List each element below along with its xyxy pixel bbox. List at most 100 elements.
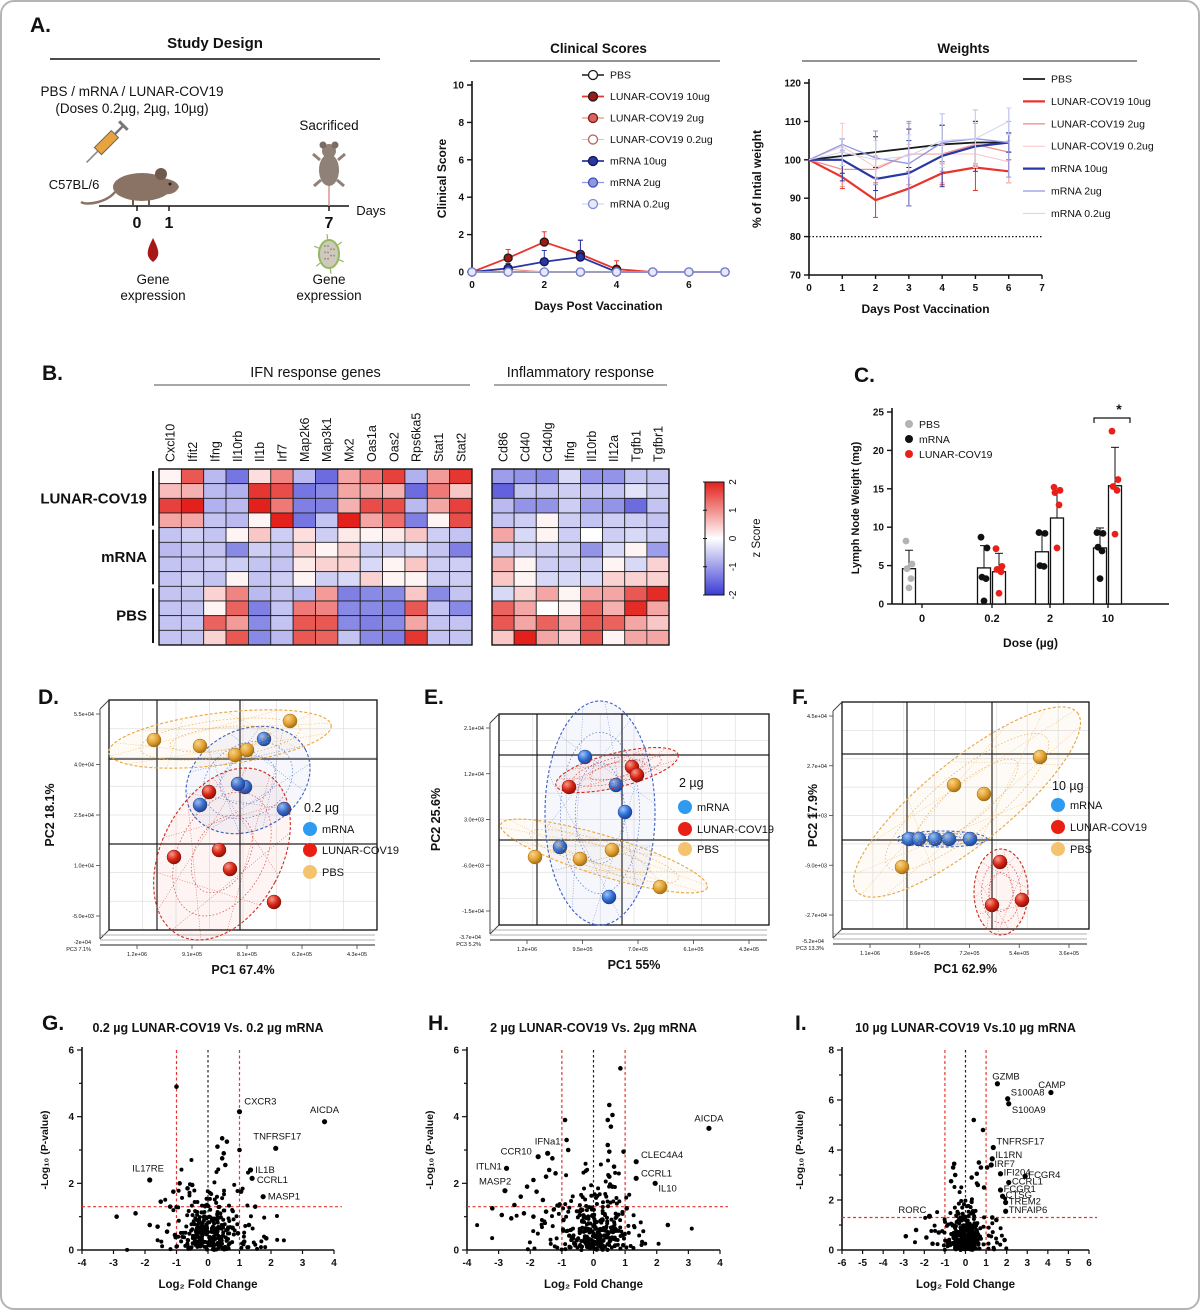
- svg-text:Log₂ Fold Change: Log₂ Fold Change: [158, 1279, 257, 1291]
- svg-text:PBS / mRNA / LUNAR-COV19: PBS / mRNA / LUNAR-COV19: [40, 84, 223, 99]
- svg-text:expression: expression: [296, 288, 361, 303]
- svg-text:IFNa1: IFNa1: [535, 1137, 561, 1148]
- svg-text:LUNAR-COV19: LUNAR-COV19: [919, 449, 993, 461]
- svg-text:2: 2: [828, 1196, 834, 1207]
- svg-text:Tgfbr1: Tgfbr1: [651, 426, 665, 462]
- svg-text:6: 6: [1086, 1258, 1092, 1269]
- svg-text:Mx2: Mx2: [343, 438, 357, 462]
- svg-text:3.0e+03: 3.0e+03: [464, 818, 484, 824]
- svg-text:4: 4: [331, 1258, 337, 1269]
- svg-text:mRNA: mRNA: [1070, 800, 1103, 812]
- svg-text:-4: -4: [879, 1258, 888, 1269]
- study-design-diagram: Study Design PBS / mRNA / LUNAR-COV19 (Dos…: [40, 35, 386, 303]
- svg-text:6: 6: [458, 155, 464, 166]
- svg-text:Dose (µg): Dose (µg): [1003, 636, 1058, 650]
- panel-label-h: H.: [428, 1012, 449, 1035]
- svg-text:LUNAR-COV19 10ug: LUNAR-COV19 10ug: [1051, 96, 1151, 108]
- syringe-icon: [86, 120, 129, 163]
- svg-text:5.4e+05: 5.4e+05: [1009, 951, 1029, 957]
- svg-text:15: 15: [873, 484, 885, 495]
- svg-text:90: 90: [790, 194, 802, 205]
- gene-heatmaps: IFN response genes Cxcl10 Ifit2 Ifng Il10rb I…: [40, 365, 763, 646]
- svg-text:2.5e+04: 2.5e+04: [74, 813, 94, 819]
- svg-text:Map2k6: Map2k6: [298, 417, 312, 462]
- svg-text:PBS: PBS: [919, 419, 940, 431]
- svg-text:-5.2e+04: -5.2e+04: [802, 939, 824, 945]
- clinical-scores-chart: Clinical Scores 0 2 4 6 8 10 0 2 4 6 PBS LUNAR-COV19…: [435, 41, 730, 313]
- svg-text:CCRL1: CCRL1: [1012, 1176, 1043, 1187]
- svg-text:2: 2: [873, 283, 879, 294]
- volcano-plot-0-2ug: 0.2 µg LUNAR-COV19 Vs. 0.2 µg mRNA 0 2 4 6 -4…: [39, 1021, 342, 1291]
- svg-text:PC1 67.4%: PC1 67.4%: [211, 963, 274, 977]
- panel-label-d: D.: [38, 686, 59, 709]
- svg-text:mRNA 0.2ug: mRNA 0.2ug: [1051, 208, 1111, 220]
- svg-text:3: 3: [1024, 1258, 1030, 1269]
- svg-text:2 µg LUNAR-COV19 Vs. 2µg mRNA: 2 µg LUNAR-COV19 Vs. 2µg mRNA: [490, 1021, 697, 1035]
- svg-text:20: 20: [873, 446, 885, 457]
- svg-text:IL17RE: IL17RE: [132, 1163, 164, 1174]
- svg-text:Log₂ Fold Change: Log₂ Fold Change: [916, 1279, 1015, 1291]
- svg-text:0: 0: [806, 283, 812, 294]
- svg-text:Il10rb: Il10rb: [231, 431, 245, 462]
- svg-text:(Doses 0.2µg, 2µg, 10µg): (Doses 0.2µg, 2µg, 10µg): [55, 101, 208, 116]
- svg-text:Clinical Scores: Clinical Scores: [550, 41, 647, 56]
- volcano-plot-10ug: 10 µg LUNAR-COV19 Vs.10 µg mRNA 0 2 4 6 8 -6 -5…: [794, 1021, 1097, 1291]
- svg-text:LUNAR-COV19 10ug: LUNAR-COV19 10ug: [610, 91, 710, 103]
- svg-text:-1: -1: [172, 1258, 181, 1269]
- svg-text:2: 2: [458, 230, 464, 241]
- svg-text:GZMB: GZMB: [992, 1071, 1019, 1082]
- svg-text:3: 3: [300, 1258, 306, 1269]
- svg-text:9.0e+03: 9.0e+03: [807, 814, 827, 820]
- svg-text:80: 80: [790, 232, 802, 243]
- pca-plot-2ug: 2.1e+04 1.2e+04 3.0e+03 -6.0e+03 -1.5e+04 1.2…: [429, 700, 774, 972]
- svg-text:2: 2: [268, 1258, 274, 1269]
- svg-text:7: 7: [1039, 283, 1045, 294]
- svg-text:Ifng: Ifng: [563, 441, 577, 462]
- svg-text:9.1e+05: 9.1e+05: [182, 952, 202, 958]
- svg-text:FCGR1: FCGR1: [1004, 1184, 1036, 1195]
- svg-text:4: 4: [614, 280, 620, 291]
- svg-text:-1: -1: [940, 1258, 949, 1269]
- svg-text:0: 0: [205, 1258, 211, 1269]
- svg-text:MASP1: MASP1: [268, 1192, 300, 1203]
- svg-text:PC2 25.6%: PC2 25.6%: [429, 788, 443, 851]
- svg-text:10 µg LUNAR-COV19 Vs.10 µg mR: 10 µg LUNAR-COV19 Vs.10 µg mRNA: [855, 1021, 1076, 1035]
- svg-text:C57BL/6: C57BL/6: [49, 177, 100, 192]
- panel-label-b: B.: [42, 362, 63, 385]
- svg-text:1.0e+04: 1.0e+04: [74, 864, 94, 870]
- svg-text:PC3 7.1%: PC3 7.1%: [66, 947, 91, 953]
- svg-text:Stat1: Stat1: [432, 433, 446, 462]
- svg-text:CCRL1: CCRL1: [641, 1168, 672, 1179]
- svg-text:LUNAR-COV19: LUNAR-COV19: [1070, 822, 1147, 834]
- svg-text:AICDA: AICDA: [310, 1105, 340, 1116]
- svg-text:2: 2: [542, 280, 548, 291]
- svg-text:-4: -4: [78, 1258, 87, 1269]
- svg-text:8.6e+05: 8.6e+05: [910, 951, 930, 957]
- svg-text:2.1e+04: 2.1e+04: [464, 726, 484, 732]
- svg-text:1: 1: [165, 215, 174, 232]
- svg-text:-2.7e+04: -2.7e+04: [805, 913, 827, 919]
- svg-text:ITLN1: ITLN1: [476, 1162, 502, 1173]
- svg-text:FCGR4: FCGR4: [1028, 1170, 1060, 1181]
- svg-text:2: 2: [728, 479, 739, 485]
- svg-text:4: 4: [828, 1146, 834, 1157]
- svg-text:8: 8: [828, 1046, 834, 1057]
- svg-text:0: 0: [68, 1246, 74, 1257]
- panel-label-e: E.: [424, 686, 444, 709]
- svg-text:0.2: 0.2: [984, 613, 999, 625]
- svg-text:PBS: PBS: [610, 70, 631, 82]
- svg-text:5: 5: [878, 561, 884, 572]
- svg-text:Study Design: Study Design: [167, 35, 263, 52]
- svg-text:CTSG: CTSG: [1006, 1190, 1032, 1201]
- weights-chart: Weights 70 80 90 100 110 120 0 1 2 3 4 5 6 7 PBS LUNAR-C…: [750, 41, 1154, 316]
- svg-text:% of Intial weight: % of Intial weight: [750, 130, 764, 228]
- mouse-icon: [80, 168, 179, 205]
- svg-text:PBS: PBS: [116, 608, 147, 625]
- svg-text:0.2 µg: 0.2 µg: [304, 801, 339, 815]
- z-score-colorbar: [704, 481, 725, 596]
- svg-text:4: 4: [68, 1112, 74, 1123]
- svg-text:PBS: PBS: [697, 844, 719, 856]
- svg-text:-2e+04: -2e+04: [74, 940, 91, 946]
- svg-text:0: 0: [469, 280, 475, 291]
